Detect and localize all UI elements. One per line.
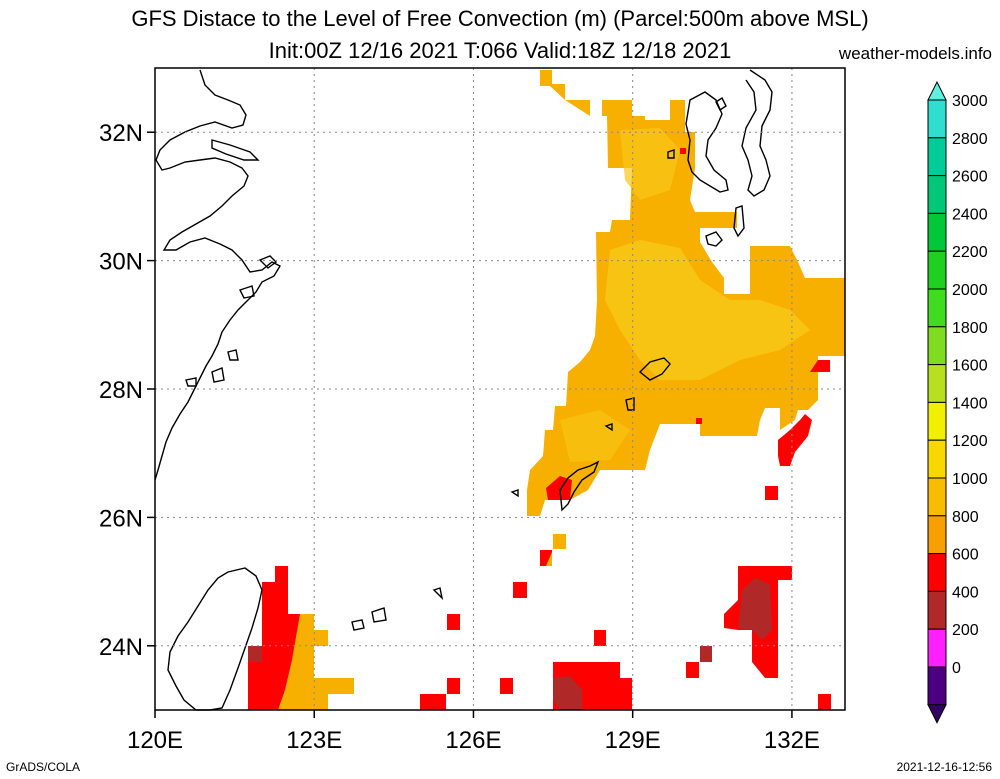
site-credit: weather-models.info — [838, 44, 992, 63]
orange-block-taiwan — [278, 614, 354, 710]
china-coast — [154, 69, 281, 481]
colorbar-label: 1000 — [952, 471, 988, 488]
chart-subtitle: Init:00Z 12/16 2021 T:066 Valid:18Z 12/1… — [268, 38, 732, 63]
colorbar-segment — [927, 666, 947, 706]
colorbar-label: 2000 — [952, 282, 988, 299]
y-tick-label: 30N — [99, 249, 143, 276]
red-cell-7 — [500, 678, 513, 694]
brown-cell-11 — [700, 646, 712, 662]
x-tick-label: 120E — [127, 727, 183, 754]
colorbar-segment — [927, 288, 947, 328]
x-tick-label: 129E — [605, 727, 661, 754]
kyushu — [685, 91, 729, 193]
colorbar-segment — [927, 515, 947, 555]
map-axes: 120E 123E 126E 129E 132E 32N 30N 28N 26N 24N — [99, 120, 820, 754]
brown-spot-south — [553, 676, 582, 710]
brown-taiwan-edge — [248, 646, 262, 662]
chongming-island — [211, 139, 260, 161]
red-small-1 — [680, 148, 686, 154]
orange-cell-1 — [553, 534, 566, 549]
colorbar-segment — [927, 137, 947, 177]
colorbar-label: 2200 — [952, 244, 988, 261]
colorbar-label: 1200 — [952, 433, 988, 450]
footer-timestamp: 2021-12-16-12:56 — [896, 760, 992, 774]
taiwan — [167, 567, 263, 711]
red-cell-4 — [447, 614, 460, 630]
japan-small-islands — [667, 96, 745, 247]
colorbar-segment — [927, 175, 947, 214]
y-tick-label: 26N — [99, 505, 143, 532]
colorbar-label: 1600 — [952, 358, 988, 375]
colorbar-segment — [927, 401, 947, 441]
colorbar-label: 2800 — [952, 131, 988, 148]
colorbar-label: 1400 — [952, 395, 988, 412]
red-cell-6 — [447, 678, 460, 694]
red-east-1 — [810, 360, 830, 372]
colorbar-label: 400 — [952, 584, 979, 601]
y-tick-label: 24N — [99, 634, 143, 661]
red-cell-9 — [818, 694, 831, 710]
chart-title: GFS Distace to the Level of Free Convect… — [131, 6, 869, 31]
yellow-core-2 — [620, 128, 680, 200]
footer-software: GrADS/COLA — [6, 760, 81, 774]
colorbar-segment — [927, 326, 947, 366]
field-layer — [248, 70, 845, 710]
colorbar-label: 200 — [952, 622, 979, 639]
colorbar-bottom-arrow — [927, 704, 947, 724]
red-cell-5 — [594, 630, 606, 646]
x-tick-label: 132E — [764, 727, 820, 754]
x-tick-label: 123E — [286, 727, 342, 754]
red-orange-cell-2b — [546, 552, 552, 566]
y-tick-label: 28N — [99, 377, 143, 404]
red-east-3 — [765, 486, 778, 500]
colorbar-segment — [927, 212, 947, 252]
colorbar-segment — [927, 590, 947, 630]
y-tick-label: 32N — [99, 120, 143, 147]
china-coast-islands — [185, 255, 278, 387]
colorbar-segment — [927, 628, 947, 668]
colorbar: 3000280026002400220020001800160014001200… — [927, 80, 988, 724]
colorbar-label: 0 — [952, 660, 961, 677]
ryukyu-islands — [351, 357, 671, 631]
colorbar-segment — [927, 99, 947, 139]
red-cell-3 — [513, 582, 527, 598]
colorbar-segment — [927, 477, 947, 517]
shikoku-honshu-edge — [741, 69, 773, 197]
colorbar-label: 3000 — [952, 93, 988, 110]
colorbar-segment — [927, 364, 947, 403]
colorbar-top-arrow — [927, 80, 947, 101]
red-cell-10 — [686, 662, 699, 678]
colorbar-label: 2600 — [952, 169, 988, 186]
yellow-core — [605, 240, 810, 380]
colorbar-segment — [927, 553, 947, 592]
coastlines — [154, 69, 773, 711]
colorbar-segment — [927, 250, 947, 290]
x-tick-label: 126E — [445, 727, 501, 754]
red-cell-8 — [420, 694, 446, 710]
brown-block-east — [738, 578, 772, 640]
red-small-2 — [696, 418, 702, 424]
yellow-core-3 — [560, 410, 630, 462]
colorbar-label: 800 — [952, 509, 979, 526]
colorbar-label: 600 — [952, 547, 979, 564]
colorbar-label: 2400 — [952, 206, 988, 223]
colorbar-label: 1800 — [952, 320, 988, 337]
red-east-2 — [778, 414, 812, 466]
colorbar-segment — [927, 439, 947, 479]
